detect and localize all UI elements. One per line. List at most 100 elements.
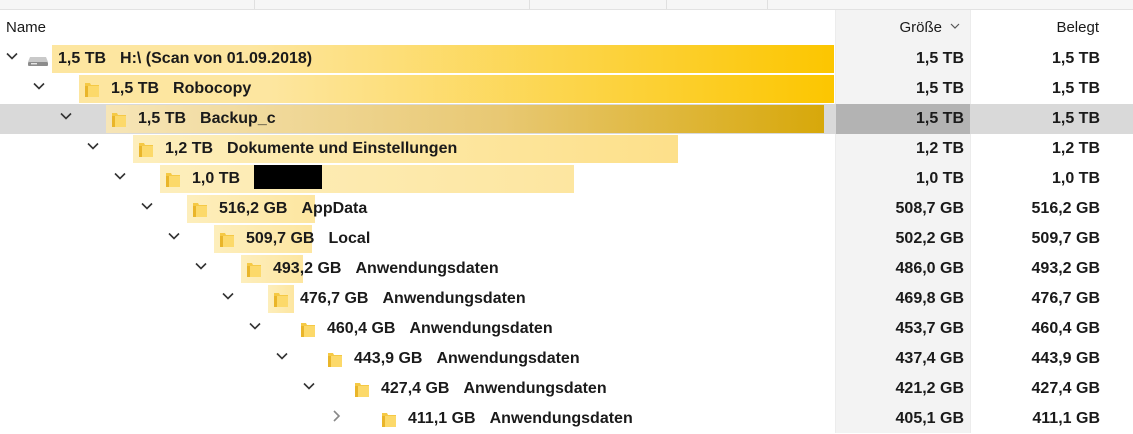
used-value: 460,4 GB — [1031, 320, 1100, 337]
size-bar — [187, 195, 315, 223]
folder-icon — [273, 290, 289, 308]
size-cell: 453,7 GB — [836, 314, 970, 344]
used-cell: 1,5 TB — [970, 74, 1100, 104]
size-value: 469,8 GB — [895, 290, 964, 307]
size-value: 437,4 GB — [895, 350, 964, 367]
column-divider[interactable] — [835, 10, 836, 433]
size-value: 405,1 GB — [895, 410, 964, 427]
tree-item-size: 411,1 GB — [408, 410, 476, 427]
redacted-name — [254, 165, 323, 189]
folder-icon — [354, 380, 370, 398]
ribbon-strip — [0, 0, 1133, 10]
chevron-right-icon[interactable] — [330, 410, 342, 422]
tree-item-label: 443,9 GB Anwendungsdaten — [354, 344, 580, 374]
size-value: 502,2 GB — [895, 230, 964, 247]
size-value: 453,7 GB — [895, 320, 964, 337]
chevron-down-icon[interactable] — [6, 50, 18, 62]
tree-item-size: 476,7 GB — [300, 290, 369, 307]
folder-icon — [111, 110, 127, 128]
column-header-used[interactable]: Belegt — [970, 10, 1100, 44]
size-cell: 421,2 GB — [836, 374, 970, 404]
tree-row[interactable]: 493,2 GB Anwendungsdaten 486,0 GB 493,2 GB — [0, 254, 1133, 284]
size-cell: 437,4 GB — [836, 344, 970, 374]
size-cell: 508,7 GB — [836, 194, 970, 224]
size-value: 508,7 GB — [895, 200, 964, 217]
tree-item-name: Anwendungsdaten — [355, 260, 499, 277]
tree-item-size: 443,9 GB — [354, 350, 423, 367]
used-value: 443,9 GB — [1031, 350, 1100, 367]
used-value: 1,5 TB — [1051, 110, 1100, 127]
size-bar — [106, 105, 824, 133]
tree-row[interactable]: 509,7 GB Local 502,2 GB 509,7 GB — [0, 224, 1133, 254]
size-value: 1,5 TB — [915, 50, 964, 67]
tree-row[interactable]: 1,5 TB H:\ (Scan von 01.09.2018) 1,5 TB 1,5… — [0, 44, 1133, 74]
size-bar — [133, 135, 678, 163]
column-header-size[interactable]: Größe — [836, 10, 970, 44]
size-value: 1,5 TB — [915, 110, 964, 127]
size-cell: 1,5 TB — [836, 44, 970, 74]
tree-row[interactable]: 411,1 GB Anwendungsdaten 405,1 GB 411,1 GB — [0, 404, 1133, 434]
tree-row[interactable]: 460,4 GB Anwendungsdaten 453,7 GB 460,4 GB — [0, 314, 1133, 344]
size-cell: 486,0 GB — [836, 254, 970, 284]
tree-row[interactable]: 1,5 TB Robocopy 1,5 TB 1,5 TB — [0, 74, 1133, 104]
folder-icon — [300, 320, 316, 338]
folder-icon — [219, 230, 235, 248]
tree-item-size: 493,2 GB — [273, 260, 342, 277]
used-value: 476,7 GB — [1031, 290, 1100, 307]
size-value: 1,2 TB — [915, 140, 964, 157]
tree-row[interactable]: 1,5 TB Backup_c 1,5 TB 1,5 TB — [0, 104, 1133, 134]
size-cell: 1,5 TB — [836, 104, 970, 134]
chevron-down-icon[interactable] — [141, 200, 153, 212]
chevron-down-icon[interactable] — [303, 380, 315, 392]
tree-item-name: Anwendungsdaten — [463, 380, 607, 397]
column-header-name-label: Name — [6, 19, 47, 36]
used-cell: 427,4 GB — [970, 374, 1100, 404]
chevron-down-icon[interactable] — [195, 260, 207, 272]
chevron-down-icon[interactable] — [87, 140, 99, 152]
chevron-down-icon[interactable] — [222, 290, 234, 302]
column-header-bar: Name Größe Belegt — [0, 10, 1133, 44]
column-divider[interactable] — [970, 10, 971, 433]
tree-item-label: 460,4 GB Anwendungsdaten — [327, 314, 553, 344]
size-cell: 1,2 TB — [836, 134, 970, 164]
used-value: 1,0 TB — [1051, 170, 1100, 187]
tree-item-label: 427,4 GB Anwendungsdaten — [381, 374, 607, 404]
chevron-down-icon[interactable] — [60, 110, 72, 122]
tree-row[interactable]: 476,7 GB Anwendungsdaten 469,8 GB 476,7 GB — [0, 284, 1133, 314]
ribbon-divider — [767, 0, 768, 9]
column-header-name[interactable]: Name — [6, 10, 46, 44]
tree-item-size: 1,5 TB — [138, 110, 187, 127]
used-cell: 1,5 TB — [970, 44, 1100, 74]
chevron-down-icon[interactable] — [249, 320, 261, 332]
chevron-down-icon[interactable] — [114, 170, 126, 182]
used-value: 509,7 GB — [1031, 230, 1100, 247]
chevron-down-icon[interactable] — [276, 350, 288, 362]
tree-row[interactable]: 1,2 TB Dokumente und Einstellungen 1,2 TB 1… — [0, 134, 1133, 164]
used-value: 411,1 GB — [1032, 410, 1100, 427]
tree-item-label: 1,5 TB Robocopy — [111, 74, 251, 104]
used-value: 1,5 TB — [1051, 80, 1100, 97]
chevron-down-icon[interactable] — [33, 80, 45, 92]
tree-item-name: Anwendungsdaten — [382, 290, 526, 307]
size-bar — [160, 165, 574, 193]
tree-item-name: Robocopy — [173, 80, 252, 97]
chevron-down-icon[interactable] — [168, 230, 180, 242]
used-cell: 1,5 TB — [970, 104, 1100, 134]
tree-item-size: 1,5 TB — [111, 80, 160, 97]
used-cell: 493,2 GB — [970, 254, 1100, 284]
tree-item-name: Anwendungsdaten — [436, 350, 580, 367]
size-bar — [52, 45, 834, 73]
folder-icon — [165, 170, 181, 188]
sort-descending-icon — [950, 9, 960, 45]
tree-row[interactable]: 427,4 GB Anwendungsdaten 421,2 GB 427,4 GB — [0, 374, 1133, 404]
tree-item-label: 516,2 GB AppData — [219, 194, 367, 224]
tree-item-label: 411,1 GB Anwendungsdaten — [408, 404, 633, 434]
tree-item-size: 1,5 TB — [58, 50, 107, 67]
used-value: 493,2 GB — [1031, 260, 1100, 277]
tree-row[interactable]: 516,2 GB AppData 508,7 GB 516,2 GB — [0, 194, 1133, 224]
size-cell: 469,8 GB — [836, 284, 970, 314]
tree-row[interactable]: 443,9 GB Anwendungsdaten 437,4 GB 443,9 GB — [0, 344, 1133, 374]
tree-row[interactable]: 1,0 TB 1,0 TB 1,0 TB — [0, 164, 1133, 194]
used-cell: 509,7 GB — [970, 224, 1100, 254]
tree-item-label: 493,2 GB Anwendungsdaten — [273, 254, 499, 284]
